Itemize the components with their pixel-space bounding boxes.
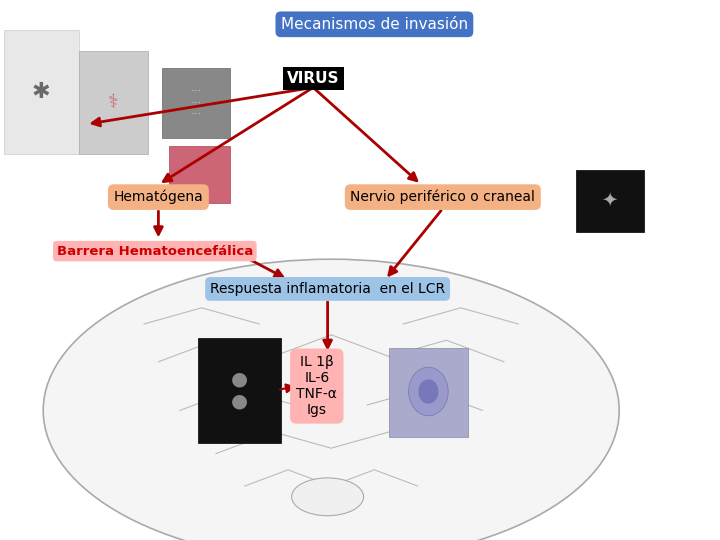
Text: Mecanismos de invasión: Mecanismos de invasión (281, 17, 468, 32)
Text: Hematógena: Hematógena (114, 190, 203, 204)
Text: ✱: ✱ (32, 82, 50, 102)
Text: Nervio periférico o craneal: Nervio periférico o craneal (351, 190, 535, 204)
FancyBboxPatch shape (576, 170, 644, 232)
Text: VIRUS: VIRUS (287, 71, 339, 86)
Text: ●
●: ● ● (230, 369, 248, 410)
FancyBboxPatch shape (389, 348, 468, 437)
Text: ✦: ✦ (602, 190, 618, 210)
FancyBboxPatch shape (198, 338, 281, 443)
Ellipse shape (409, 367, 448, 416)
Text: Barrera Hematoencefálica: Barrera Hematoencefálica (57, 245, 253, 258)
Text: IL 1β
IL-6
TNF-α
Igs: IL 1β IL-6 TNF-α Igs (297, 355, 337, 417)
Ellipse shape (292, 478, 364, 516)
FancyBboxPatch shape (4, 30, 79, 154)
Text: ···
···
···: ··· ··· ··· (190, 86, 202, 119)
Text: ⚕: ⚕ (108, 93, 118, 112)
FancyBboxPatch shape (162, 68, 230, 138)
Text: Respuesta inflamatoria  en el LCR: Respuesta inflamatoria en el LCR (210, 282, 445, 296)
Ellipse shape (43, 259, 619, 540)
FancyBboxPatch shape (169, 146, 230, 202)
FancyBboxPatch shape (79, 51, 148, 154)
Ellipse shape (418, 379, 438, 404)
